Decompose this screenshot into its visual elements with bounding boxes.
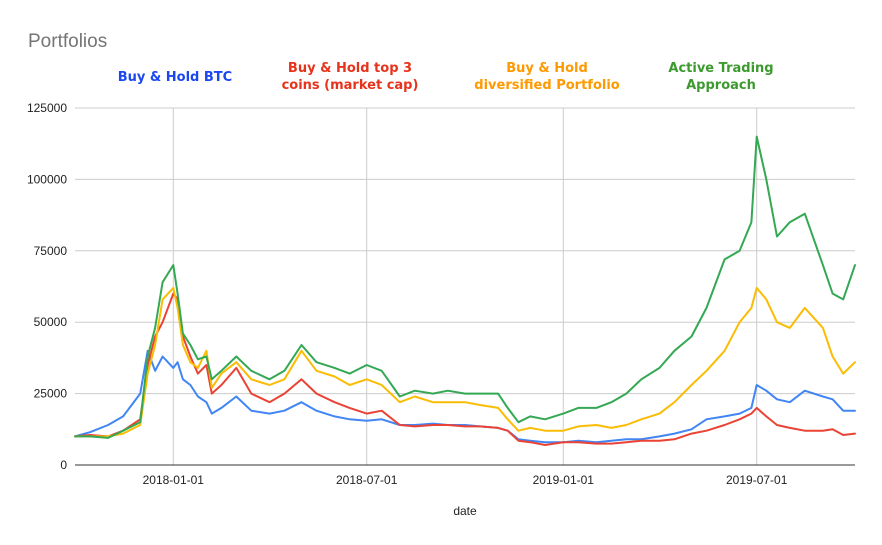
- x-tick-label: 2018-01-01: [143, 473, 205, 487]
- series-annotation: Active Trading Approach: [668, 61, 773, 93]
- series-lines: [74, 135, 856, 446]
- x-axis-ticks: 2018-01-01 2018-07-01 2019-01-01 2019-07-01: [143, 473, 788, 487]
- y-tick-label: 25000: [34, 387, 68, 401]
- annotation-line: Buy & Hold BTC: [118, 70, 232, 85]
- x-tick-label: 2018-07-01: [336, 473, 398, 487]
- series-annotations: Buy & Hold BTC Buy & Hold top 3 coins (mar…: [118, 61, 774, 93]
- series-annotation: Buy & Hold diversified Portfolio: [474, 61, 620, 93]
- series-line-1: [74, 292, 856, 446]
- y-tick-label: 50000: [34, 315, 68, 329]
- annotation-line: Buy & Hold top 3: [288, 61, 412, 76]
- y-axis-ticks: 0 25000 50000 75000 100000 125000: [27, 101, 67, 472]
- annotation-line: Approach: [686, 78, 756, 93]
- x-tick-label: 2019-07-01: [726, 473, 788, 487]
- annotation-line: coins (market cap): [282, 78, 419, 93]
- y-tick-label: 100000: [27, 172, 67, 186]
- x-tick-label: 2019-01-01: [533, 473, 595, 487]
- x-axis-label: date: [453, 504, 477, 518]
- series-annotation: Buy & Hold BTC: [118, 70, 232, 85]
- series-annotation: Buy & Hold top 3 coins (market cap): [282, 61, 419, 93]
- gridlines: [75, 107, 855, 465]
- annotation-line: diversified Portfolio: [474, 78, 620, 93]
- annotation-line: Buy & Hold: [506, 61, 588, 76]
- y-tick-label: 125000: [27, 101, 67, 115]
- y-tick-label: 0: [60, 458, 67, 472]
- y-tick-label: 75000: [34, 244, 68, 258]
- chart-title: Portfolios: [28, 31, 107, 52]
- series-line-2: [74, 286, 856, 438]
- series-line-3: [74, 135, 856, 439]
- annotation-line: Active Trading: [668, 61, 773, 76]
